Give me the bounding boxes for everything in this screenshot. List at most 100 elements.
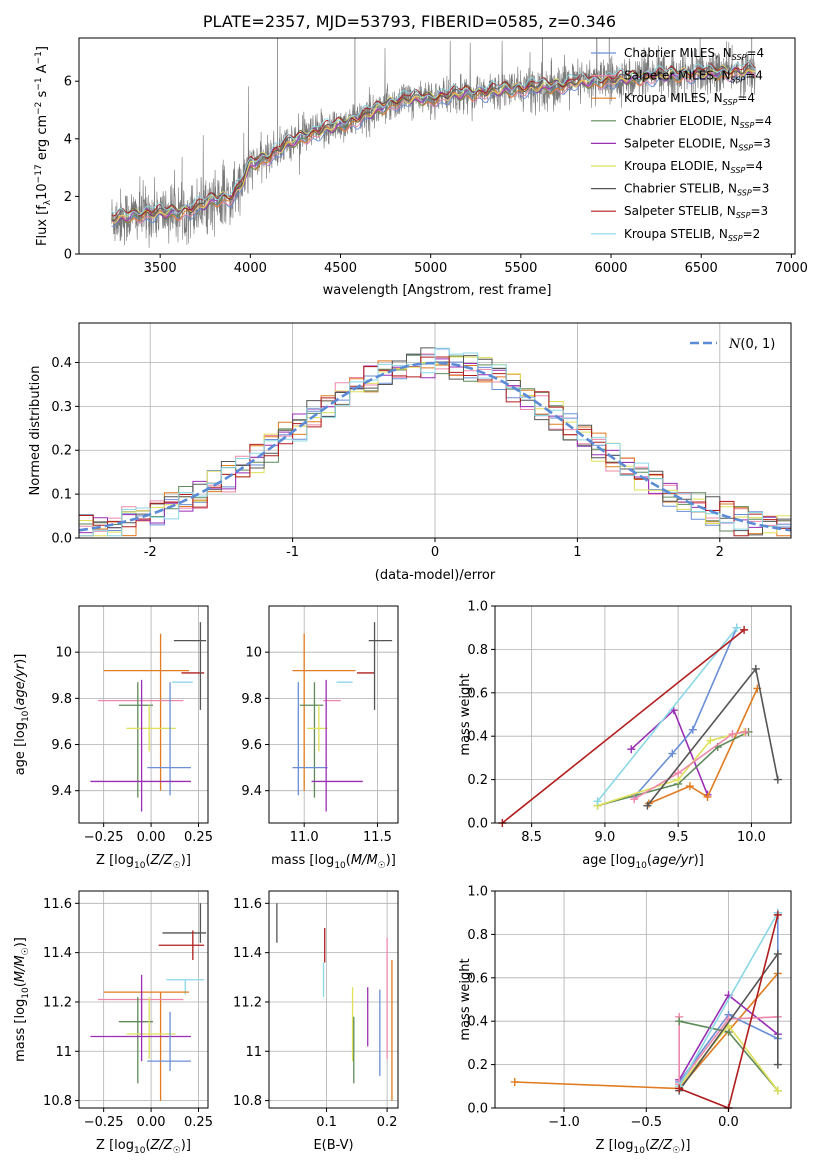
label-part: =4	[737, 91, 755, 105]
label-part: Flux [f	[35, 205, 50, 246]
label-part: Kroupa STELIB, N	[624, 227, 728, 241]
axis-label: Z [log10(Z/Z☉)]	[96, 853, 191, 871]
x-tick-label: −1.0	[548, 1115, 580, 1130]
label-part: −1	[34, 51, 44, 64]
model-curve	[111, 71, 756, 227]
label-part: =2	[743, 227, 761, 241]
label-part: 10	[21, 710, 31, 722]
model-curve	[111, 61, 756, 217]
axis-label: mass [log10(M/M☉)]	[13, 937, 31, 1062]
x-tick-label: 6500	[685, 261, 718, 276]
x-tick-label: 5500	[504, 261, 537, 276]
residuals-panel: -2 -1 0 1 2 0.0 0.1 0.2 0.3 0.4 (data-model)/error…	[28, 322, 792, 583]
x-tick-label: 8.5	[521, 830, 542, 845]
y-tick-label: 0.4	[467, 730, 488, 745]
y-tick-label: 0	[64, 248, 72, 263]
label-part: =4	[754, 114, 772, 128]
weight-marker	[773, 775, 782, 784]
y-tick-label: 9.8	[51, 692, 72, 707]
label-part: 10	[134, 861, 146, 871]
label-part: wavelength [Angstrom, rest frame]	[323, 283, 552, 298]
x-tick-label: 11.5	[363, 830, 392, 845]
label-part: SSP	[738, 143, 753, 152]
axis-label: mass weight	[458, 673, 473, 755]
y-tick-label: 11.6	[233, 897, 262, 912]
label-part: )]	[694, 853, 704, 868]
y-tick-label: 0.0	[51, 532, 72, 547]
label-part: ☉	[173, 861, 181, 871]
plot-area	[90, 622, 207, 812]
y-tick-label: 11.6	[43, 897, 72, 912]
weight-line	[597, 731, 749, 807]
y-tick-label: 10.8	[233, 1094, 262, 1109]
weight-marker	[685, 782, 694, 791]
axis-label: mass weight	[458, 958, 473, 1040]
y-tick-label: 0.0	[467, 817, 488, 832]
y-tick-label: 11.4	[233, 946, 262, 961]
label-part: SSP	[737, 189, 752, 198]
legend-entry: Chabrier MILES, NSSP=4	[624, 46, 764, 62]
axes-frame	[268, 890, 399, 1109]
y-tick-label: 0.4	[51, 356, 72, 371]
x-tick-label: −0.25	[84, 830, 124, 845]
plot-area	[276, 903, 393, 1101]
x-tick-label: 0.25	[184, 830, 213, 845]
label-part: )]	[13, 654, 28, 664]
x-tick-label: 2	[716, 545, 724, 560]
axes-frame	[494, 605, 792, 824]
label-part: =3	[753, 136, 771, 150]
label-part: 10	[35, 183, 50, 200]
label-part: Salpeter ELODIE, N	[624, 136, 738, 150]
figure-title: PLATE=2357, MJD=53793, FIBERID=0585, z=0…	[202, 12, 617, 31]
label-part: 10	[134, 1146, 146, 1156]
axis-label: E(B-V)	[313, 1138, 353, 1153]
y-tick-label: 0.6	[467, 971, 488, 986]
weight-marker	[668, 749, 677, 758]
label-part: age [log	[582, 853, 635, 868]
weight-marker	[740, 625, 749, 634]
label-part: (	[13, 982, 28, 987]
legend-entry: Chabrier ELODIE, NSSP=4	[624, 114, 772, 130]
label-part: (	[346, 853, 351, 868]
weight-marker	[706, 736, 715, 745]
label-part: =4	[745, 159, 763, 173]
x-tick-label: 0	[431, 545, 439, 560]
axis-label: age [log10(age/yr)]	[13, 654, 31, 776]
y-tick-label: 9.6	[51, 738, 72, 753]
x-tick-label: 11.0	[290, 830, 319, 845]
y-tick-label: 9.8	[241, 692, 262, 707]
label-part: 10	[635, 861, 647, 871]
label-part: mass [log	[13, 999, 28, 1062]
label-part: )]	[181, 853, 191, 868]
axis-label: (data-model)/error	[375, 568, 496, 583]
axis-label: mass [log10(M/M☉)]	[271, 853, 396, 871]
x-tick-label: −0.5	[630, 1115, 662, 1130]
label-part: age [log	[13, 722, 28, 775]
label-part: Salpeter MILES, N	[624, 69, 731, 83]
weight-marker	[741, 727, 750, 736]
label-part: ☉	[21, 947, 31, 955]
y-tick-label: 9.4	[241, 784, 262, 799]
label-part: SSP	[731, 76, 746, 85]
weight-marker	[643, 801, 652, 810]
y-tick-label: 9.6	[241, 738, 262, 753]
legend-entry: Salpeter ELODIE, NSSP=3	[624, 136, 771, 152]
plot-area	[90, 903, 207, 1101]
label-part: Z/Z	[649, 1138, 673, 1153]
y-tick-label: 0.2	[51, 444, 72, 459]
x-tick-label: 6000	[594, 261, 627, 276]
legend-entry: Kroupa STELIB, NSSP=2	[624, 227, 760, 243]
x-tick-label: 7000	[775, 261, 808, 276]
y-tick-label: 0.1	[51, 488, 72, 503]
axis-label: age [log10(age/yr)]	[582, 853, 704, 871]
x-tick-label: 5000	[414, 261, 447, 276]
legend-entry: Salpeter MILES, NSSP=4	[624, 69, 763, 85]
axes-frame	[78, 605, 209, 824]
label-part: λ	[43, 199, 53, 205]
label-part: (	[647, 853, 652, 868]
axis-label: Z [log10(Z/Z☉)]	[96, 1138, 191, 1156]
mass_vs_ebv-panel: 0.1 0.2 10.8 11 11.2 11.4 11.6 E(B-V)	[233, 890, 399, 1153]
